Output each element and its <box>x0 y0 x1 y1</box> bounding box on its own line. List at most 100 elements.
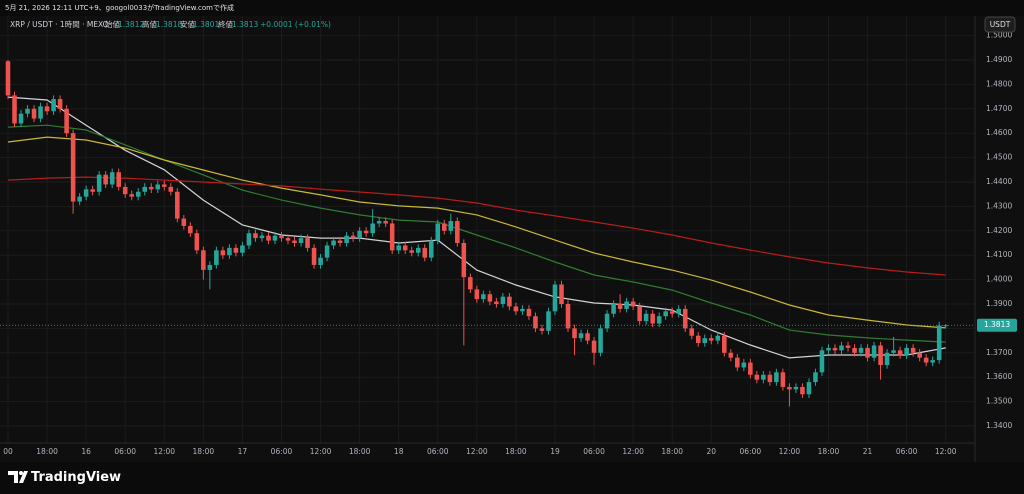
candle-body <box>435 223 441 241</box>
candle-body <box>884 352 890 365</box>
y-tick-label: 1.3500 <box>986 397 1012 406</box>
candle-body <box>572 328 577 339</box>
candle-body <box>175 191 180 219</box>
x-tick-label: 21 <box>863 447 873 456</box>
candle-body <box>142 186 148 192</box>
moving-average <box>7 136 946 329</box>
brand: TradingView <box>31 470 121 485</box>
x-tick-label: 18:00 <box>505 447 527 456</box>
candle-body <box>630 301 636 307</box>
candle-body <box>31 108 37 119</box>
candle-body <box>350 235 356 239</box>
candle-body <box>64 108 69 134</box>
candle-body <box>936 325 942 361</box>
x-tick-label: 12:00 <box>622 447 644 456</box>
candle-body <box>461 243 467 278</box>
candle-body <box>90 189 95 192</box>
y-tick-label: 1.4800 <box>986 79 1012 88</box>
price-tag-label: 1.3813 <box>984 320 1010 329</box>
symbol: XRP / USDT · 1時間 · MEXC <box>10 20 108 29</box>
candle-body <box>12 95 17 124</box>
ohlc-label: 終値 <box>218 19 233 29</box>
ohlc-value: 1.3812 <box>118 20 144 29</box>
candle-body <box>604 313 610 329</box>
y-tick-label: 1.3900 <box>986 299 1012 308</box>
candle-body <box>748 362 753 375</box>
logo-dot <box>19 471 23 475</box>
candle-body <box>578 333 584 339</box>
candle-body <box>227 247 232 256</box>
candle-body <box>402 245 408 251</box>
change: +0.0001 (+0.01%) <box>260 20 331 29</box>
candle-body <box>715 335 721 341</box>
candle-body <box>194 233 200 251</box>
candle-body <box>943 325 948 327</box>
candle-body <box>305 238 310 248</box>
candle-body <box>292 240 297 244</box>
currency-button[interactable] <box>984 16 1016 33</box>
candle-body <box>448 221 454 231</box>
x-tick-label: 19 <box>550 447 560 456</box>
candle-body <box>611 303 616 314</box>
candle-body <box>513 306 519 312</box>
candle-body <box>754 374 760 380</box>
candle-body <box>826 347 831 351</box>
ohlc-label: 高値 <box>142 19 157 29</box>
candle-body <box>383 221 388 224</box>
y-tick-label: 1.3400 <box>986 421 1012 430</box>
candle-body <box>331 240 336 246</box>
candle-body <box>494 301 499 304</box>
candle-body <box>168 186 174 192</box>
candle-body <box>455 221 460 244</box>
candle-body <box>617 303 623 309</box>
x-tick-label: 06:00 <box>427 447 449 456</box>
candle-body <box>774 372 779 383</box>
candle-body <box>233 247 239 253</box>
currency-label[interactable]: USDT <box>990 20 1011 29</box>
candle-body <box>806 382 812 395</box>
candle-body <box>135 191 141 197</box>
candle-body <box>487 294 493 302</box>
candle-body <box>337 240 343 244</box>
candle-body <box>819 350 825 373</box>
candle-body <box>598 328 603 353</box>
y-tick-label: 1.4500 <box>986 153 1012 162</box>
candle-body <box>741 362 747 368</box>
candle-body <box>83 189 89 197</box>
x-tick-label: 20 <box>706 447 716 456</box>
candle-body <box>409 250 415 253</box>
candle-body <box>656 316 662 324</box>
candle-body <box>25 108 30 114</box>
candle-body <box>51 99 56 112</box>
candle-body <box>852 347 857 353</box>
candle-body <box>103 174 108 185</box>
candle-body <box>298 238 304 244</box>
candle-body <box>891 350 896 353</box>
candle-body <box>923 357 929 363</box>
candle-body <box>682 308 688 329</box>
candle-body <box>689 328 695 336</box>
candle-body <box>546 311 551 331</box>
y-tick-label: 1.4700 <box>986 104 1012 113</box>
candle-body <box>161 184 167 187</box>
candle-body <box>897 350 903 356</box>
x-tick-label: 12:00 <box>779 447 801 456</box>
x-tick-label: 06:00 <box>583 447 605 456</box>
x-tick-label: 17 <box>238 447 248 456</box>
x-tick-label: 18:00 <box>349 447 371 456</box>
candle-body <box>318 257 323 265</box>
x-tick-label: 12:00 <box>310 447 332 456</box>
y-tick-label: 1.4400 <box>986 177 1012 186</box>
candle-body <box>220 250 226 256</box>
price-tag <box>977 318 1017 332</box>
candle-body <box>77 196 82 202</box>
x-tick-label: 06:00 <box>740 447 762 456</box>
y-tick-label: 1.3700 <box>986 348 1012 357</box>
candle-body <box>559 284 564 304</box>
candle-body <box>109 172 115 185</box>
candle-body <box>669 311 675 314</box>
candle-body <box>845 345 851 348</box>
candle-body <box>188 225 193 234</box>
candle-body <box>767 374 773 383</box>
